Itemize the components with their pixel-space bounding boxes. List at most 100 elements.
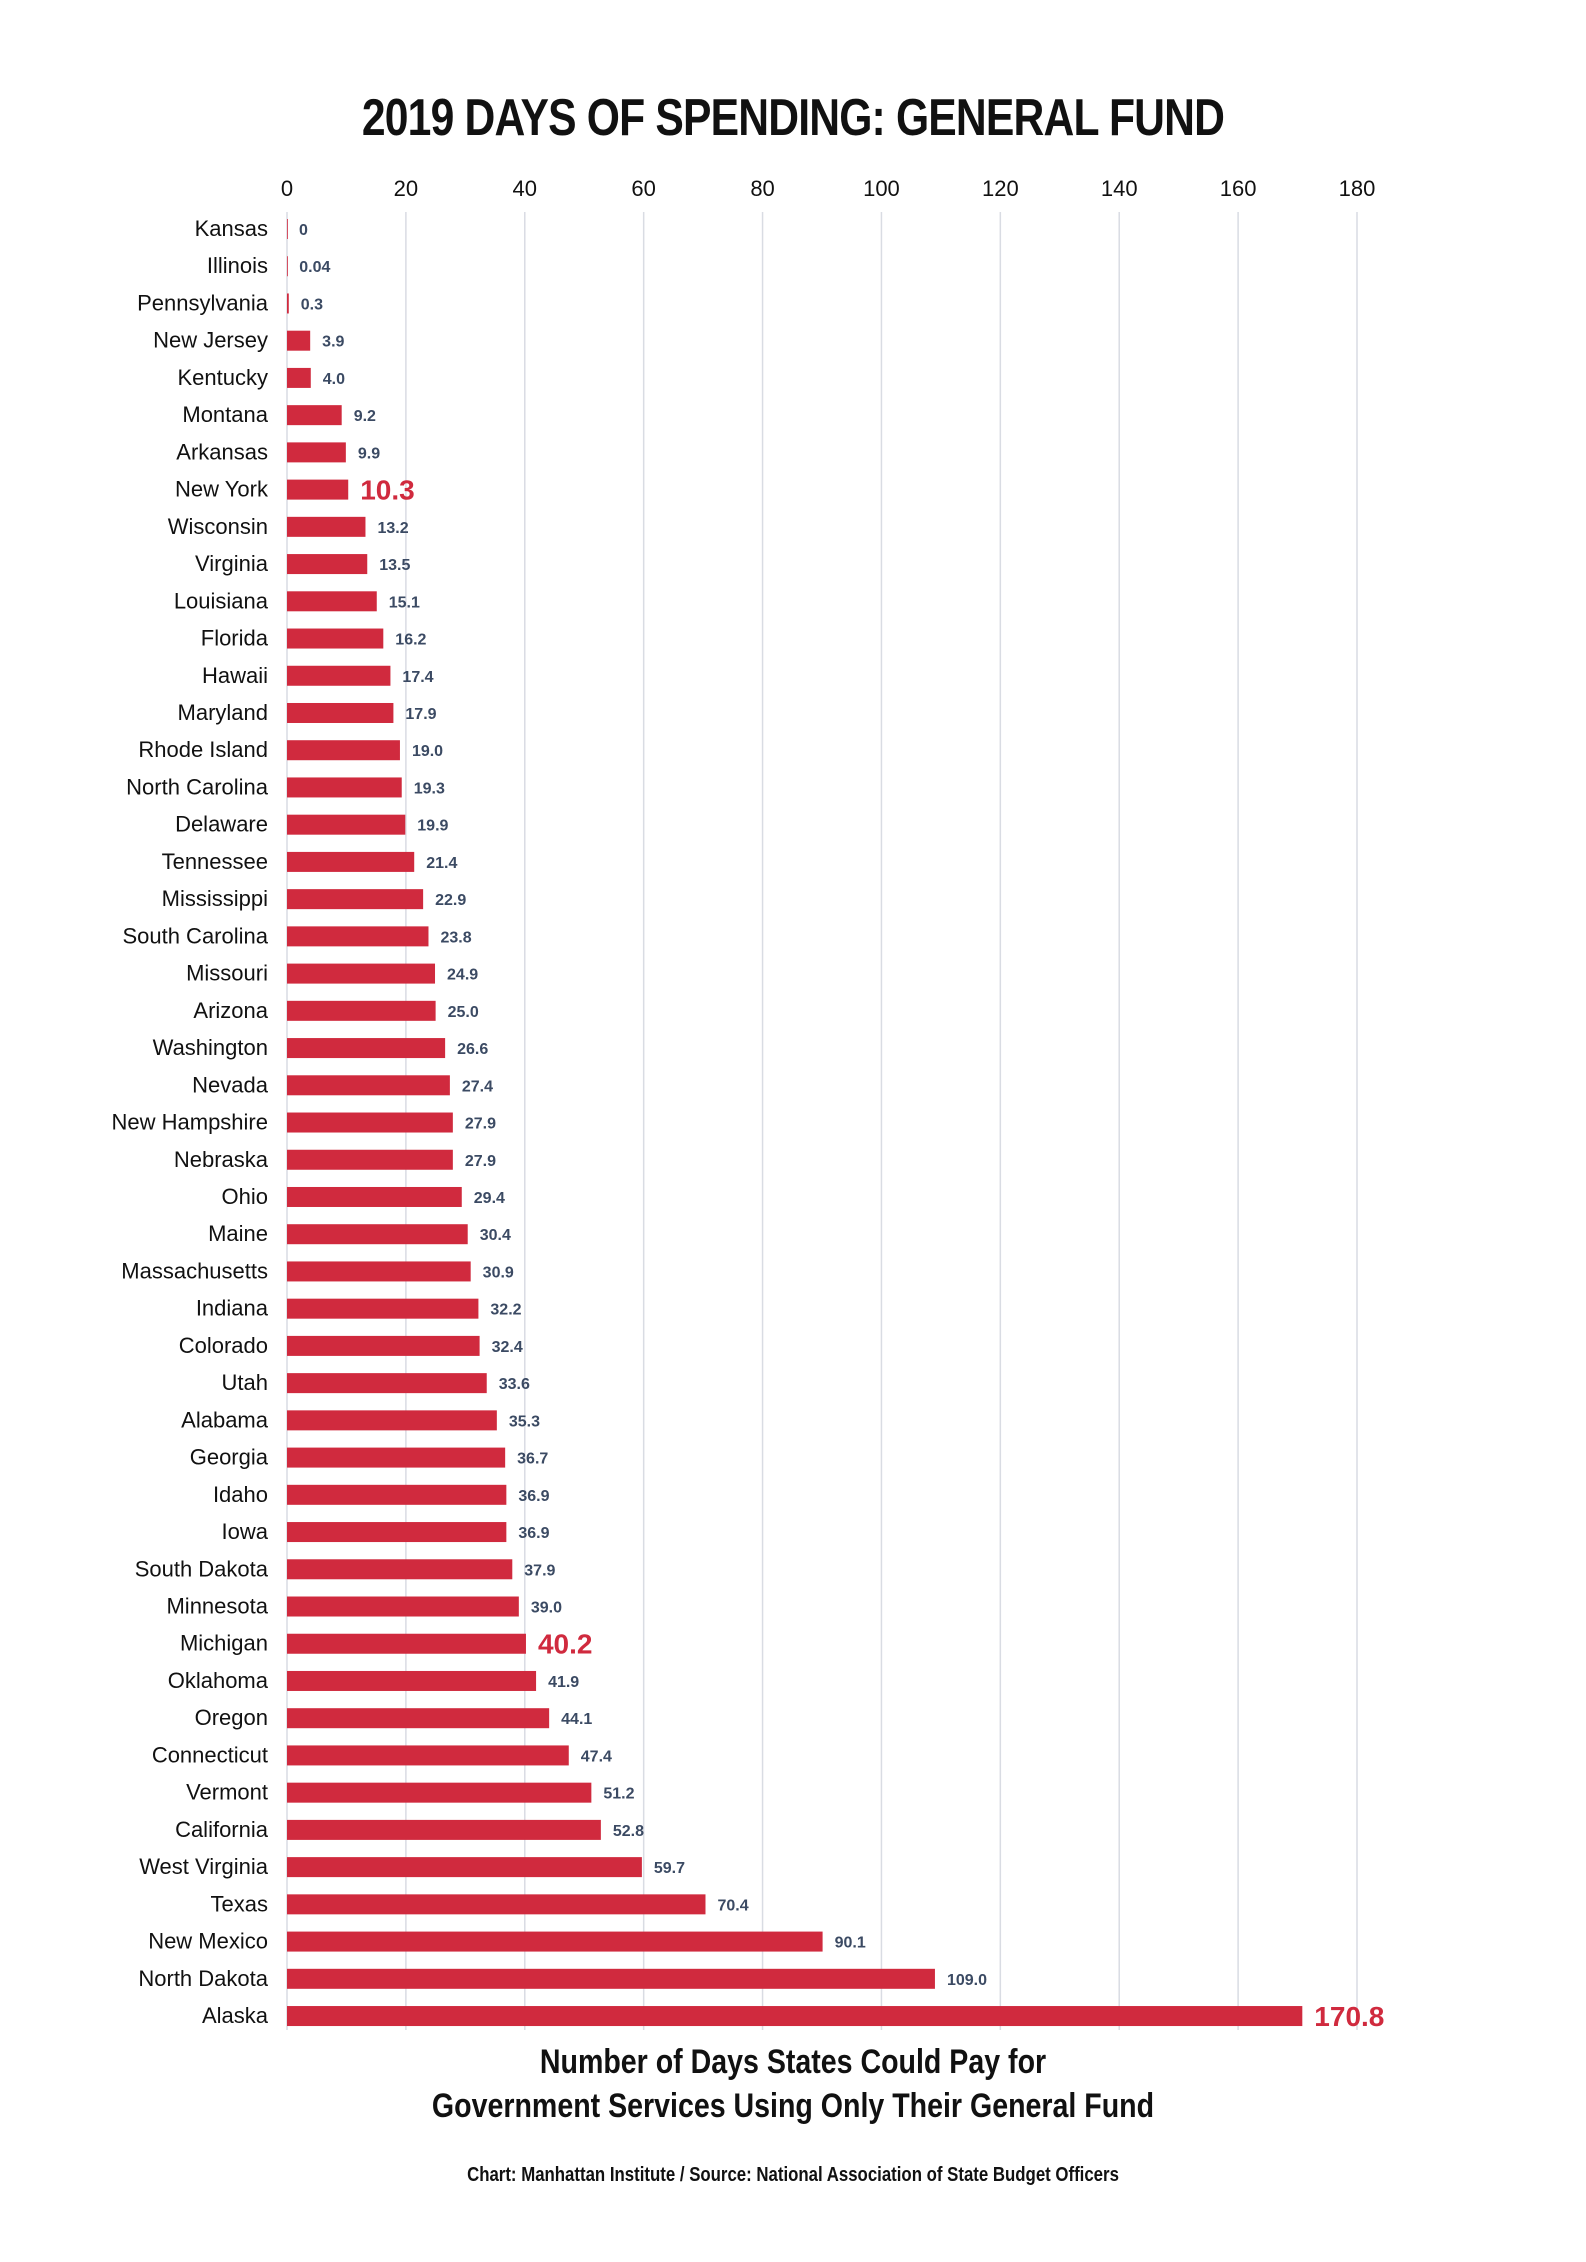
bar [287, 1261, 471, 1282]
highlighted-value-label: 40.2 [538, 1629, 593, 1660]
bar [287, 1373, 487, 1394]
bar [287, 1447, 506, 1468]
bar [287, 1298, 479, 1319]
bar [287, 851, 415, 872]
value-label: 36.9 [518, 1525, 549, 1542]
value-label: 51.2 [603, 1786, 634, 1803]
bar [287, 1782, 592, 1803]
category-label: Kansas [195, 216, 268, 241]
bar [287, 1968, 935, 1989]
bar [287, 1224, 468, 1245]
bar [287, 1410, 497, 1431]
category-label: Rhode Island [138, 737, 268, 762]
value-label: 24.9 [447, 967, 478, 984]
category-label: Illinois [207, 253, 268, 278]
category-label: Massachusetts [121, 1258, 268, 1283]
bar [287, 1894, 706, 1915]
category-label: North Dakota [138, 1966, 268, 1991]
bar [287, 1857, 642, 1878]
category-label: Washington [153, 1035, 268, 1060]
category-label: Florida [201, 626, 269, 651]
highlighted-value-label: 170.8 [1314, 2001, 1384, 2032]
value-label: 16.2 [395, 632, 426, 649]
category-label: North Carolina [126, 774, 269, 799]
category-label: Ohio [222, 1184, 268, 1209]
category-label: Montana [182, 402, 268, 427]
x-axis-label-line-2: Government Services Using Only Their Gen… [431, 2087, 1155, 2125]
bar [287, 1670, 537, 1691]
bar [287, 367, 311, 388]
category-label: South Carolina [122, 923, 268, 948]
category-label: Mississippi [162, 886, 268, 911]
category-label: Louisiana [174, 588, 269, 613]
category-label: Missouri [186, 961, 268, 986]
bar [287, 1708, 550, 1729]
bar [287, 926, 429, 947]
bar [287, 628, 384, 649]
value-label: 35.3 [509, 1413, 540, 1430]
category-label: Alabama [181, 1407, 269, 1432]
chart-title: 2019 DAYS OF SPENDING: GENERAL FUND [361, 89, 1225, 147]
category-label: Wisconsin [168, 514, 268, 539]
category-label: Vermont [186, 1780, 268, 1805]
value-label: 0.04 [299, 259, 330, 276]
value-label: 22.9 [435, 892, 466, 909]
value-label: 21.4 [426, 855, 457, 872]
value-label: 36.7 [517, 1451, 548, 1468]
value-label: 13.2 [377, 520, 408, 537]
value-label: 30.4 [480, 1227, 511, 1244]
value-label: 0 [299, 222, 308, 239]
category-label: Delaware [175, 812, 268, 837]
bar [287, 516, 366, 537]
category-label: Georgia [190, 1445, 269, 1470]
value-label: 41.9 [548, 1674, 579, 1691]
x-tick-label: 60 [631, 176, 655, 201]
bar [287, 330, 311, 351]
value-label: 109.0 [947, 1972, 987, 1989]
category-label: Colorado [179, 1333, 268, 1358]
value-label: 0.3 [301, 296, 323, 313]
value-label: 32.4 [492, 1339, 523, 1356]
category-label: South Dakota [135, 1556, 269, 1581]
category-label: New Mexico [148, 1929, 268, 1954]
value-label: 52.8 [613, 1823, 644, 1840]
value-label: 4.0 [323, 371, 345, 388]
value-label: 90.1 [835, 1935, 866, 1952]
bar [287, 219, 288, 239]
value-label: 44.1 [561, 1711, 592, 1728]
value-label: 26.6 [457, 1041, 488, 1058]
bar [287, 1112, 453, 1133]
value-label: 3.9 [322, 334, 344, 351]
bar [287, 442, 346, 463]
value-label: 27.4 [462, 1078, 493, 1095]
x-tick-label: 160 [1220, 176, 1257, 201]
value-label: 19.9 [417, 818, 448, 835]
value-label: 33.6 [499, 1376, 530, 1393]
bar [287, 889, 424, 910]
value-label: 23.8 [440, 929, 471, 946]
category-label: Arizona [193, 998, 268, 1023]
value-label: 9.2 [354, 408, 376, 425]
value-label: 36.9 [518, 1488, 549, 1505]
category-label: New Hampshire [112, 1110, 269, 1135]
bar [287, 665, 391, 686]
value-label: 15.1 [389, 594, 420, 611]
bar [287, 1335, 480, 1356]
value-label: 19.0 [412, 743, 443, 760]
value-label: 25.0 [448, 1004, 479, 1021]
category-label: Idaho [213, 1482, 268, 1507]
bar [287, 1000, 436, 1021]
category-label: Utah [222, 1370, 268, 1395]
bar [287, 2006, 1303, 2027]
value-label: 19.3 [414, 780, 445, 797]
category-label: California [175, 1817, 269, 1842]
bar [287, 1149, 453, 1170]
bar [287, 293, 289, 314]
x-tick-label: 180 [1339, 176, 1376, 201]
category-label: Alaska [202, 2003, 269, 2028]
x-tick-label: 80 [750, 176, 774, 201]
bar [287, 702, 394, 723]
x-tick-label: 0 [281, 176, 293, 201]
value-label: 32.2 [490, 1302, 521, 1319]
